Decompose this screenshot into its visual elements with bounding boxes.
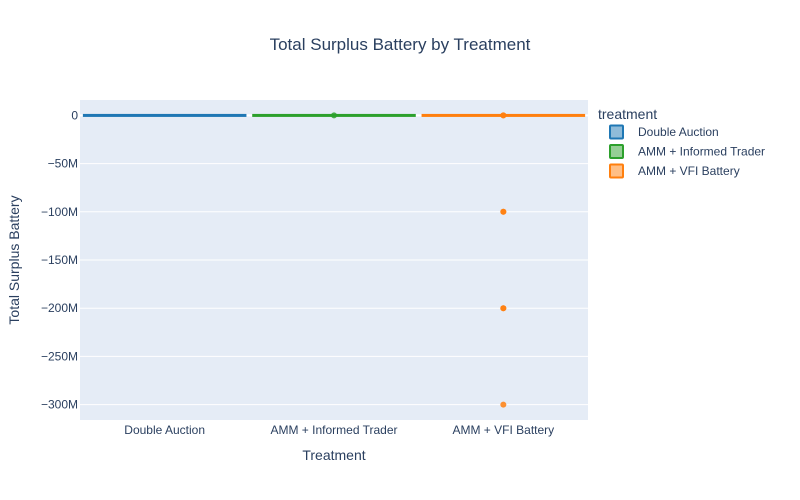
- legend-label: AMM + VFI Battery: [638, 164, 740, 178]
- y-axis-ticks: 0 −50M −100M −150M −200M −250M −300M: [41, 108, 78, 411]
- outlier-point: [500, 401, 507, 408]
- outlier-point: [500, 208, 507, 215]
- y-tick-label: −300M: [41, 398, 78, 412]
- x-axis-ticks: Double Auction AMM + Informed Trader AMM +…: [124, 423, 554, 437]
- legend-swatch: [609, 124, 624, 140]
- x-axis-title: Treatment: [302, 447, 365, 463]
- chart-title: Total Surplus Battery by Treatment: [270, 35, 531, 54]
- y-tick-label: −250M: [41, 349, 78, 363]
- legend-swatch: [609, 144, 624, 159]
- legend-label: AMM + Informed Trader: [638, 145, 765, 159]
- legend: treatment Double Auction AMM + Informed T…: [598, 106, 765, 179]
- legend-swatch: [609, 163, 624, 179]
- x-tick-label: AMM + Informed Trader: [270, 423, 397, 437]
- legend-title: treatment: [598, 106, 657, 122]
- box-series: [82, 112, 586, 408]
- y-tick-label: −200M: [41, 301, 78, 315]
- x-tick-label: Double Auction: [124, 423, 205, 437]
- outlier-point: [500, 112, 507, 119]
- outlier-point: [331, 112, 337, 119]
- outlier-point: [500, 305, 507, 312]
- legend-label: Double Auction: [638, 125, 719, 139]
- x-tick-label: AMM + VFI Battery: [452, 423, 554, 437]
- y-tick-label: −150M: [41, 253, 78, 267]
- y-tick-label: 0: [71, 108, 78, 122]
- y-tick-label: −100M: [41, 205, 78, 219]
- y-axis-title: Total Surplus Battery: [6, 195, 22, 324]
- y-tick-label: −50M: [48, 157, 78, 171]
